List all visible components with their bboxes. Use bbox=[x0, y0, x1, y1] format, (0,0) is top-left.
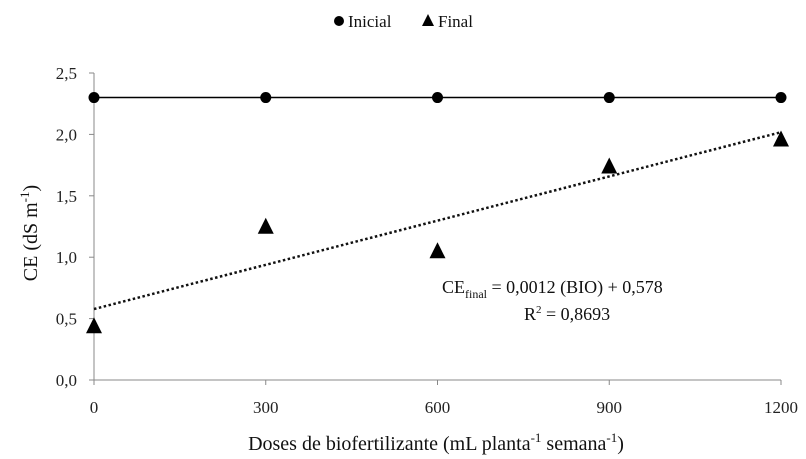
y-tick-label: 1,0 bbox=[56, 248, 77, 267]
trendline bbox=[93, 130, 782, 311]
y-tick-label: 1,5 bbox=[56, 187, 77, 206]
x-axis-title-sup1: -1 bbox=[531, 430, 542, 445]
data-point-inicial bbox=[88, 92, 100, 104]
y-axis-title-part1: CE (dS m bbox=[20, 202, 42, 281]
trendline-equation: CEfinal = 0,0012 (BIO) + 0,578 bbox=[442, 277, 663, 301]
x-tick-labels: 0 300 600 900 1200 bbox=[90, 398, 798, 417]
r2-lhs: R bbox=[524, 304, 536, 324]
axes bbox=[89, 72, 782, 385]
x-tick-label: 900 bbox=[597, 398, 623, 417]
r2-rhs: = 0,8693 bbox=[542, 304, 611, 324]
x-axis-title: Doses de biofertilizante (mL planta-1 se… bbox=[248, 430, 624, 455]
equation-subscript: final bbox=[465, 287, 488, 301]
legend-label-final: Final bbox=[438, 12, 473, 31]
series-inicial bbox=[88, 92, 787, 104]
legend-label-inicial: Inicial bbox=[348, 12, 392, 31]
x-axis-title-sup2: -1 bbox=[606, 430, 617, 445]
x-tick-label: 600 bbox=[425, 398, 451, 417]
y-tick-label: 2,0 bbox=[56, 125, 77, 144]
data-point-final bbox=[601, 157, 618, 174]
r2-superscript: 2 bbox=[536, 304, 542, 316]
data-point-final bbox=[257, 217, 274, 234]
equation-rhs: = 0,0012 (BIO) + 0,578 bbox=[487, 277, 663, 298]
trendline-group bbox=[93, 130, 782, 311]
data-point-final bbox=[86, 317, 102, 334]
data-point-inicial bbox=[260, 92, 272, 104]
data-point-inicial bbox=[775, 92, 787, 104]
y-tick-label: 0,5 bbox=[56, 310, 77, 329]
data-point-inicial bbox=[603, 92, 615, 104]
y-axis-title: CE (dS m-1) bbox=[17, 185, 42, 281]
y-axis-title-end: ) bbox=[20, 185, 42, 192]
y-tick-labels: 0,0 0,5 1,0 1,5 2,0 2,5 bbox=[56, 64, 77, 390]
x-axis-title-end: ) bbox=[617, 433, 624, 455]
y-tick-label: 0,0 bbox=[56, 371, 77, 390]
y-axis-title-sup: -1 bbox=[17, 191, 32, 202]
data-point-inicial bbox=[432, 92, 443, 104]
x-tick-label: 300 bbox=[253, 398, 279, 417]
series-final bbox=[86, 130, 789, 334]
x-axis-title-part2: semana bbox=[541, 433, 606, 455]
legend-marker-final bbox=[422, 14, 434, 26]
legend-marker-inicial bbox=[334, 16, 344, 26]
data-point-final bbox=[773, 130, 789, 147]
x-axis-title-part1: Doses de biofertilizante (mL planta bbox=[248, 433, 531, 455]
equation-lhs: CE bbox=[442, 277, 465, 297]
data-point-final bbox=[429, 242, 446, 259]
r-squared: R2 = 0,8693 bbox=[524, 304, 610, 324]
legend: Inicial Final bbox=[334, 12, 473, 31]
x-tick-label: 0 bbox=[90, 398, 99, 417]
y-tick-label: 2,5 bbox=[56, 64, 77, 83]
x-tick-label: 1200 bbox=[764, 398, 798, 417]
